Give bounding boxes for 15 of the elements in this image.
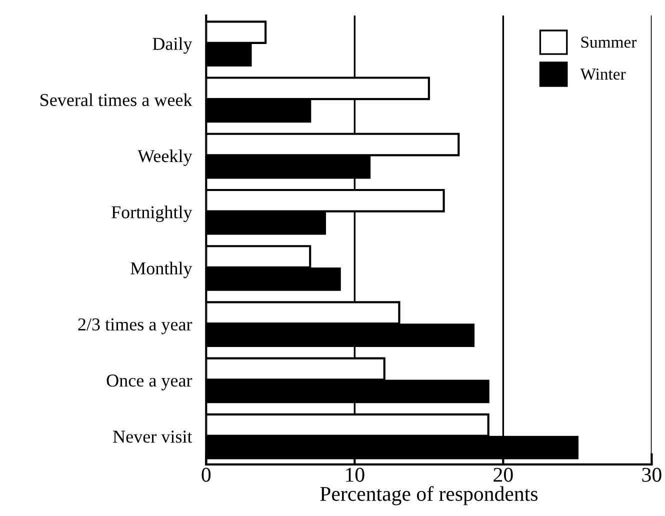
legend-label: Summer — [581, 36, 637, 48]
y-tick-label: Weekly — [138, 150, 192, 166]
x-tick-label: 30 — [642, 468, 662, 482]
legend-label: Winter — [580, 68, 626, 80]
y-tick-label: Daily — [152, 37, 192, 54]
x-tick-label: 20 — [494, 468, 513, 482]
x-tick-label: 10 — [346, 468, 364, 482]
y-tick-label: Never visit — [113, 430, 192, 443]
y-tick-label: Fortnightly — [112, 206, 192, 222]
y-tick-label: 2/3 times a year — [78, 318, 192, 334]
y-tick-label: Monthly — [130, 262, 192, 278]
y-tick-label: Several times a week — [40, 93, 192, 106]
x-tick-label: 0 — [202, 468, 211, 482]
y-tick-label: Once a year — [106, 374, 192, 390]
x-axis-title: Percentage of respondents — [320, 486, 538, 506]
